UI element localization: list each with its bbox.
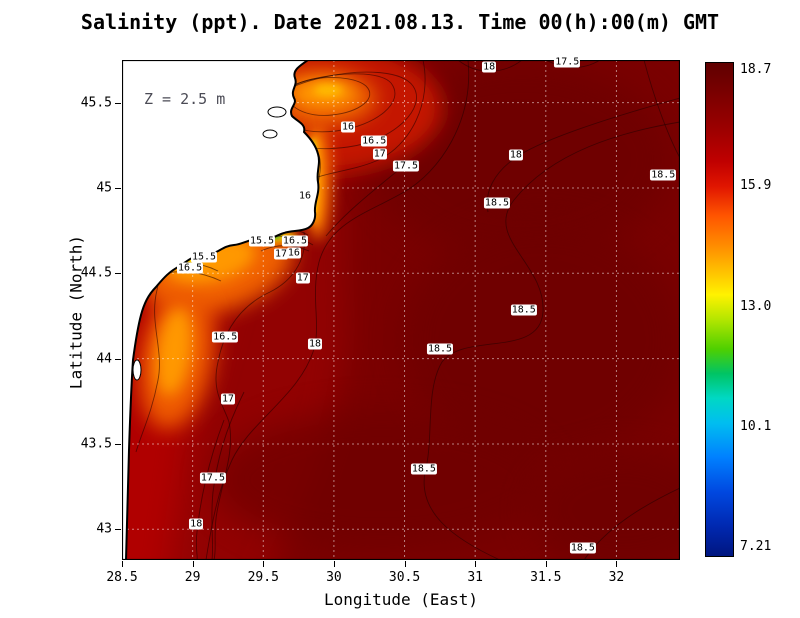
grid-overlay bbox=[122, 60, 680, 560]
contour-label: 18 bbox=[482, 61, 497, 73]
contour-label: 16.5 bbox=[281, 235, 309, 247]
y-tick-mark bbox=[115, 529, 121, 531]
x-tick-label: 30.5 bbox=[388, 570, 421, 585]
coastline bbox=[122, 60, 320, 560]
y-tick-label: 45.5 bbox=[80, 95, 112, 111]
contour-label: 16.5 bbox=[212, 331, 239, 343]
x-tick-mark bbox=[333, 561, 335, 567]
contour-label: 16 bbox=[297, 190, 313, 202]
colorbar-tick-label: 7.21 bbox=[740, 539, 772, 555]
y-tick-mark bbox=[115, 187, 121, 189]
depth-annotation: Z = 2.5 m bbox=[144, 90, 226, 108]
contour-label: 17.5 bbox=[554, 56, 581, 68]
contour-label: 18.5 bbox=[650, 169, 677, 181]
contour-label: 18 bbox=[508, 149, 523, 161]
x-tick-label: 29.5 bbox=[247, 570, 279, 585]
y-tick-label: 43.5 bbox=[80, 436, 112, 452]
y-tick-label: 44 bbox=[96, 351, 112, 367]
y-tick-mark bbox=[115, 443, 121, 445]
colorbar-tick-label: 10.1 bbox=[740, 418, 772, 434]
contour-label: 17.5 bbox=[199, 472, 226, 484]
contour-label-layer: 18 17.5 16 16.5 17 17.5 18 18.5 16 18.5 15.5 16.5 17… bbox=[122, 56, 680, 560]
colorbar-tick-label: 15.9 bbox=[740, 177, 772, 193]
colorbar-gradient bbox=[706, 63, 733, 556]
contour-label: 18 bbox=[308, 338, 323, 350]
x-tick-mark bbox=[263, 561, 265, 567]
x-tick-mark bbox=[404, 561, 406, 567]
x-tick-label: 31.5 bbox=[530, 570, 562, 585]
x-axis-title: Longitude (East) bbox=[323, 590, 479, 609]
contour-label: 17.5 bbox=[392, 160, 420, 172]
x-tick-mark bbox=[616, 561, 618, 567]
y-tick-mark bbox=[115, 102, 121, 104]
contour-label: 15.5 bbox=[190, 251, 218, 263]
y-tick-mark bbox=[115, 358, 121, 360]
contour-label: 17 bbox=[220, 393, 236, 405]
contour-label: 17 bbox=[273, 248, 289, 260]
colorbar-tick-label: 13.0 bbox=[740, 299, 772, 315]
contour-label: 17 bbox=[372, 148, 387, 160]
x-tick-mark bbox=[475, 561, 477, 567]
y-tick-label: 44.5 bbox=[80, 265, 112, 281]
y-tick-label: 45 bbox=[96, 180, 112, 196]
x-tick-mark bbox=[545, 561, 547, 567]
contour-label: 16.5 bbox=[177, 262, 204, 274]
contour-label: 18.5 bbox=[569, 542, 596, 554]
delta-lake bbox=[262, 129, 278, 139]
contour-label: 18 bbox=[189, 518, 204, 530]
delta-lake bbox=[267, 106, 287, 118]
colorbar bbox=[705, 62, 734, 557]
contour-label: 18.5 bbox=[410, 463, 437, 475]
land-mask bbox=[122, 60, 320, 560]
contour-label: 16 bbox=[286, 247, 301, 259]
contour-label: 18.5 bbox=[427, 343, 454, 355]
contour-label: 16.5 bbox=[361, 135, 388, 147]
contour-label: 18.5 bbox=[483, 197, 511, 209]
colorbar-tick-label: 18.7 bbox=[740, 61, 772, 77]
y-tick-mark bbox=[115, 273, 121, 275]
x-tick-label: 29 bbox=[184, 570, 201, 585]
x-tick-label: 31 bbox=[467, 570, 483, 585]
x-tick-label: 28.5 bbox=[106, 570, 138, 585]
contour-label: 15.5 bbox=[249, 235, 276, 247]
map-plot-area: Z = 2.5 m 18 17.5 16 16.5 17 17.5 18 18.5 16 18.5… bbox=[122, 56, 680, 560]
plot-frame bbox=[122, 60, 680, 560]
x-tick-mark bbox=[122, 561, 123, 567]
x-tick-mark bbox=[192, 561, 194, 567]
coastal-lagoon bbox=[132, 359, 142, 381]
contour-label: 17 bbox=[295, 272, 310, 284]
x-tick-label: 32 bbox=[608, 570, 625, 585]
x-tick-label: 30 bbox=[326, 570, 342, 585]
contour-label: 18.5 bbox=[510, 304, 537, 316]
plot-title: Salinity (ppt). Date 2021.08.13. Time 00… bbox=[80, 10, 720, 34]
y-tick-label: 43 bbox=[96, 521, 112, 537]
contour-label: 16 bbox=[340, 121, 356, 133]
